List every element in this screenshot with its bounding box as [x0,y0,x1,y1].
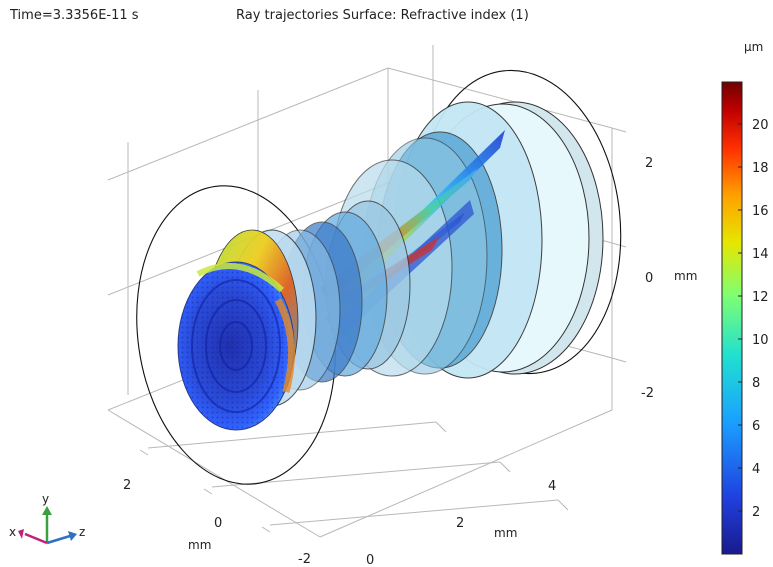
z-tick-label: 2 [645,156,653,171]
colorbar-tick-label: 6 [752,419,760,434]
x-axis-unit: mm [188,538,211,552]
colorbar-ticks: 20 18 16 14 12 10 8 6 4 2 [738,118,769,520]
colorbar-tick-label: 12 [752,290,769,305]
colorbar-tick-label: 20 [752,118,769,133]
y-tick-label: 4 [548,479,556,494]
colorbar-tick-label: 8 [752,376,760,391]
y-tick-label: 2 [456,516,464,531]
triad-y-label: y [42,492,49,506]
z-tick-label: 0 [645,271,653,286]
x-tick-label: 0 [214,516,222,531]
axis-triad[interactable]: y x z [9,492,85,545]
z-axis-unit: mm [674,269,697,283]
front-lens [177,229,317,431]
triad-z-label: z [79,525,85,539]
triad-x-label: x [9,525,16,539]
z-axis-labels: 2 0 -2 mm [641,156,697,401]
colorbar-tick-label: 18 [752,161,769,176]
y-axis-labels: 0 2 4 mm [366,479,556,567]
colorbar-tick-label: 4 [752,462,760,477]
colorbar-tick-label: 2 [752,505,760,520]
plot-title: Ray trajectories Surface: Refractive ind… [236,8,529,23]
colorbar-unit: µm [744,40,764,54]
colorbar-tick-label: 14 [752,247,769,262]
colorbar-tick-label: 10 [752,333,769,348]
colorbar: 20 18 16 14 12 10 8 6 4 2 [721,81,769,555]
y-tick-label: 0 [366,553,374,567]
x-tick-label: 2 [123,478,131,493]
time-label: Time=3.3356E-11 s [10,8,139,23]
x-axis-labels: 2 0 -2 mm [123,478,311,567]
colorbar-tick-label: 16 [752,204,769,219]
x-tick-label: -2 [298,552,311,567]
colorbar-gradient [721,81,743,555]
y-axis-unit: mm [494,526,517,540]
z-tick-label: -2 [641,386,654,401]
